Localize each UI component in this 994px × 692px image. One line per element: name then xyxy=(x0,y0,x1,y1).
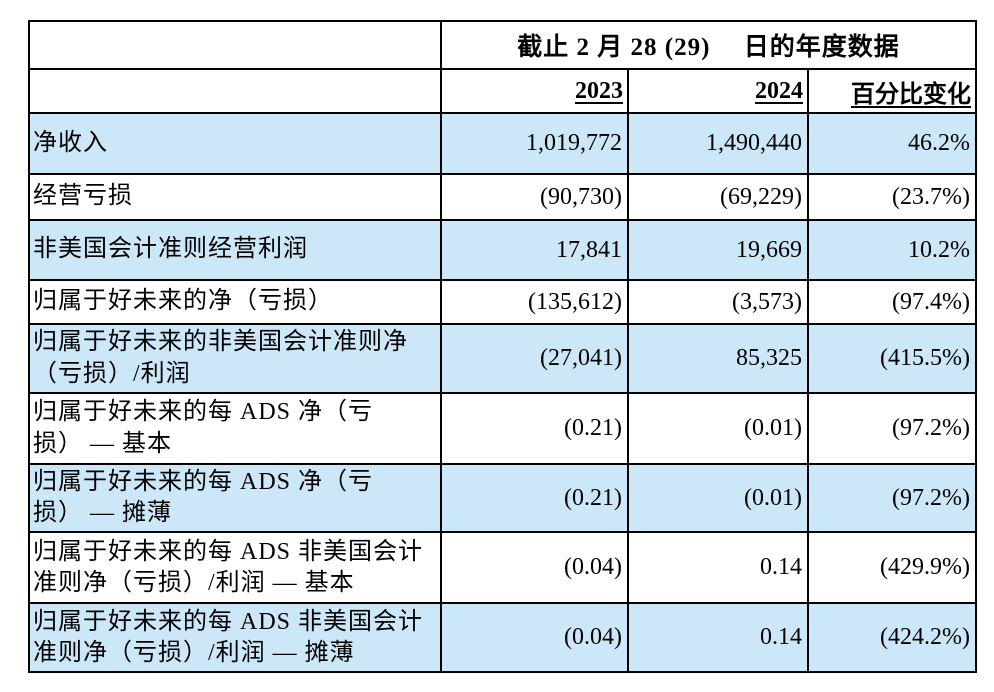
value-pct-change: (97.2%) xyxy=(806,462,978,534)
value-2024: (0.01) xyxy=(627,462,809,534)
table-row: 归属于好未来的非美国会计准则净 （亏损）/利润 (27,041) 85,325 … xyxy=(28,323,978,394)
value-pct-change: (97.4%) xyxy=(806,279,978,325)
value-2024: 1,490,440 xyxy=(627,112,809,175)
row-label: 归属于好未来的净（亏损） xyxy=(28,279,442,325)
value-2023: (0.21) xyxy=(440,462,629,534)
value-pct-change: (23.7%) xyxy=(806,173,978,221)
row-label: 归属于好未来的每 ADS 净（亏 损） — 基本 xyxy=(28,392,442,465)
value-2024: (3,573) xyxy=(627,279,809,325)
value-pct-change: (424.2%) xyxy=(806,602,978,674)
table-row: 净收入 1,019,772 1,490,440 46.2% xyxy=(28,112,978,175)
column-header-pct-change-label: 百分比变化 xyxy=(851,81,972,108)
table-header-period-row: 截止 2 月 28 (29) 日的年度数据 xyxy=(28,20,978,70)
column-header-2024-label: 2024 xyxy=(755,77,803,104)
value-2024: 19,669 xyxy=(627,219,809,281)
value-2023: (90,730) xyxy=(440,173,629,221)
row-label: 非美国会计准则经营利润 xyxy=(28,219,442,281)
row-label: 归属于好未来的每 ADS 净（亏 损） — 摊薄 xyxy=(28,462,442,534)
value-2024: 85,325 xyxy=(627,323,809,394)
table-row: 归属于好未来的每 ADS 净（亏 损） — 摊薄 (0.21) (0.01) (… xyxy=(28,462,978,534)
table-row: 归属于好未来的每 ADS 净（亏 损） — 基本 (0.21) (0.01) (… xyxy=(28,392,978,465)
value-2023: (0.04) xyxy=(440,602,629,674)
financial-summary-table: 截止 2 月 28 (29) 日的年度数据 2023 2024 百分比变化 净收… xyxy=(28,20,978,674)
table-header-years-row: 2023 2024 百分比变化 xyxy=(28,68,978,114)
value-pct-change: (429.9%) xyxy=(806,531,978,605)
column-header-2023-label: 2023 xyxy=(575,77,623,104)
value-2024: (0.01) xyxy=(627,392,809,465)
table-row: 归属于好未来的每 ADS 非美国会计 准则净（亏损）/利润 — 摊薄 (0.04… xyxy=(28,602,978,674)
value-2024: 0.14 xyxy=(627,531,809,605)
table-row: 归属于好未来的净（亏损） (135,612) (3,573) (97.4%) xyxy=(28,279,978,325)
column-header-pct-change: 百分比变化 xyxy=(806,68,978,114)
value-2024: 0.14 xyxy=(627,602,809,674)
value-2023: 1,019,772 xyxy=(440,112,629,175)
empty-corner-cell xyxy=(28,68,442,114)
financial-summary: 截止 2 月 28 (29) 日的年度数据 2023 2024 百分比变化 净收… xyxy=(28,20,978,674)
column-header-2024: 2024 xyxy=(627,68,809,114)
row-label: 净收入 xyxy=(28,112,442,175)
row-label: 经营亏损 xyxy=(28,173,442,221)
row-label: 归属于好未来的非美国会计准则净 （亏损）/利润 xyxy=(28,323,442,394)
value-2023: 17,841 xyxy=(440,219,629,281)
row-label: 归属于好未来的每 ADS 非美国会计 准则净（亏损）/利润 — 基本 xyxy=(28,531,442,605)
period-span-header: 截止 2 月 28 (29) 日的年度数据 xyxy=(439,20,978,70)
value-pct-change: 46.2% xyxy=(806,112,978,175)
value-2023: (27,041) xyxy=(440,323,629,394)
empty-corner-cell xyxy=(28,20,442,70)
table-row: 经营亏损 (90,730) (69,229) (23.7%) xyxy=(28,173,978,221)
column-header-2023: 2023 xyxy=(440,68,629,114)
table-row: 归属于好未来的每 ADS 非美国会计 准则净（亏损）/利润 — 基本 (0.04… xyxy=(28,531,978,605)
value-pct-change: 10.2% xyxy=(806,219,978,281)
value-pct-change: (97.2%) xyxy=(806,392,978,465)
value-2023: (0.21) xyxy=(440,392,629,465)
value-2023: (0.04) xyxy=(440,531,629,605)
table-row: 非美国会计准则经营利润 17,841 19,669 10.2% xyxy=(28,219,978,281)
row-label: 归属于好未来的每 ADS 非美国会计 准则净（亏损）/利润 — 摊薄 xyxy=(28,602,442,674)
value-pct-change: (415.5%) xyxy=(806,323,978,394)
value-2023: (135,612) xyxy=(440,279,629,325)
value-2024: (69,229) xyxy=(627,173,809,221)
